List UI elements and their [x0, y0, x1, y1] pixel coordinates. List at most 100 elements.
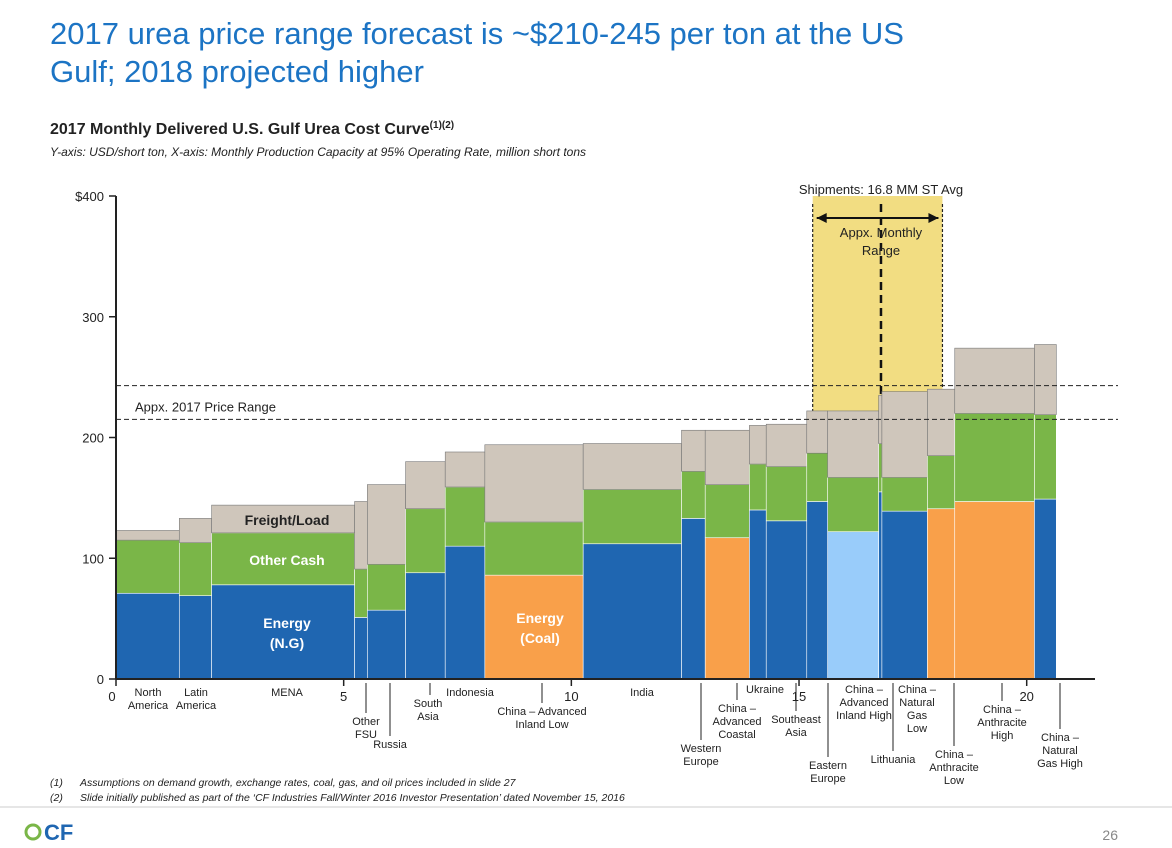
price-range-label: Appx. 2017 Price Range [135, 399, 276, 414]
category-label: China – Advanced Coastal [713, 703, 762, 741]
energy-bar [115, 592, 180, 680]
category-label: China – Anthracite High [977, 704, 1027, 742]
category-label: Russia [373, 739, 408, 751]
freight-bar [954, 347, 1035, 414]
footnote-marker: (2) [50, 792, 63, 804]
category-label-line: Advanced [840, 697, 889, 709]
footnote-text: Assumptions on demand growth, exchange r… [79, 777, 517, 789]
category-label-line: Southeast [771, 714, 821, 726]
bar-label: Energy (N.G) [263, 615, 311, 651]
freight-bar [367, 484, 406, 565]
other-cash-bar [444, 486, 486, 547]
category-label: North America [128, 687, 169, 712]
freight-bar [806, 410, 829, 454]
category-label-line: Anthracite [929, 762, 979, 774]
category-label-line: China – [898, 684, 937, 696]
range-label-line: Range [862, 243, 900, 258]
category-label-line: China – [1041, 732, 1080, 744]
other-cash-bar [954, 413, 1035, 502]
bar-label-line: Other Cash [249, 552, 324, 568]
energy-bar [367, 609, 406, 680]
category-label-line: Other [352, 716, 380, 728]
category-label-line: Eastern [809, 760, 847, 772]
chart-title-text: 2017 Monthly Delivered U.S. Gulf Urea Co… [50, 121, 430, 138]
category-label-line: High [991, 730, 1014, 742]
axis-note: Y-axis: USD/short ton, X-axis: Monthly P… [50, 145, 586, 159]
energy-bar [178, 595, 212, 680]
freight-bar [765, 423, 808, 467]
bar-label-line: Energy [516, 610, 564, 626]
category-label: Western Europe [681, 743, 722, 768]
energy-bar [765, 520, 808, 680]
category-label: Eastern Europe [809, 760, 847, 785]
category-label: South Asia [414, 698, 443, 723]
other-cash-bar [927, 455, 956, 510]
category-label-line: Low [907, 723, 927, 735]
freight-bar [354, 501, 368, 570]
category-label-line: Gas [907, 710, 928, 722]
bar-label-line: Freight/Load [245, 512, 330, 528]
slide-title: Gulf; 2018 projected higher [50, 54, 424, 89]
category-label-line: India [630, 687, 655, 699]
other-cash-bar [749, 463, 767, 511]
other-cash-bar [806, 452, 829, 502]
other-cash-bar [178, 542, 212, 596]
energy-bar [1034, 498, 1057, 680]
y-tick-label: 100 [82, 551, 104, 566]
category-label-line: MENA [271, 687, 303, 699]
energy-bar [827, 531, 880, 680]
freight-bar [178, 518, 212, 543]
category-label-line: China – [845, 684, 884, 696]
other-cash-bar [827, 477, 880, 532]
slide-title: 2017 urea price range forecast is ~$210-… [50, 16, 904, 51]
category-label-line: China – [935, 749, 974, 761]
category-label-line: Russia [373, 739, 408, 751]
category-label: China – Natural Gas High [1037, 732, 1083, 770]
category-label-line: Inland Low [515, 719, 568, 731]
freight-bar [484, 444, 584, 523]
page-number: 26 [1102, 827, 1118, 843]
other-cash-bar [704, 484, 750, 539]
freight-bar [1034, 344, 1057, 415]
bar-label-line: Energy [263, 615, 311, 631]
category-label-line: Asia [785, 727, 807, 739]
freight-bar [405, 461, 446, 510]
freight-bar [827, 410, 880, 478]
y-tick-label: 0 [97, 672, 104, 687]
other-cash-bar [115, 539, 180, 594]
energy-bar [484, 574, 584, 680]
category-label: Southeast Asia [771, 714, 821, 739]
category-label: China – Advanced Inland Low [497, 706, 586, 731]
energy-bar [582, 543, 682, 680]
category-label: China – Advanced Inland High [836, 684, 892, 722]
freight-bar [927, 388, 956, 456]
category-label: Indonesia [446, 687, 495, 699]
category-label-line: Europe [683, 756, 718, 768]
category-label: Other FSU [352, 716, 380, 741]
freight-bar [704, 429, 750, 485]
other-cash-bar [765, 466, 808, 522]
other-cash-bar [681, 471, 706, 519]
category-label: China – Natural Gas Low [898, 684, 937, 735]
other-cash-bar [878, 443, 883, 493]
category-label-line: Natural [1042, 745, 1077, 757]
category-label: Ukraine [746, 684, 784, 696]
category-label-line: Anthracite [977, 717, 1027, 729]
x-tick-label: 20 [1019, 689, 1033, 704]
category-label-line: Lithuania [871, 754, 917, 766]
footnote-marker: (1) [50, 777, 63, 789]
energy-bar [405, 572, 446, 680]
category-label-line: Low [944, 775, 964, 787]
bar-label-line: (N.G) [270, 635, 304, 651]
energy-bar [881, 510, 928, 680]
x-tick-label: 0 [108, 689, 115, 704]
category-label: Lithuania [871, 754, 917, 766]
bar-label-line: (Coal) [520, 630, 560, 646]
y-tick-label: 200 [82, 431, 104, 446]
x-tick-label: 10 [564, 689, 578, 704]
category-label-line: Latin [184, 687, 208, 699]
category-label-line: Ukraine [746, 684, 784, 696]
energy-bar [444, 545, 486, 680]
bar-label: Energy (Coal) [516, 610, 564, 646]
x-tick-label: 15 [792, 689, 806, 704]
